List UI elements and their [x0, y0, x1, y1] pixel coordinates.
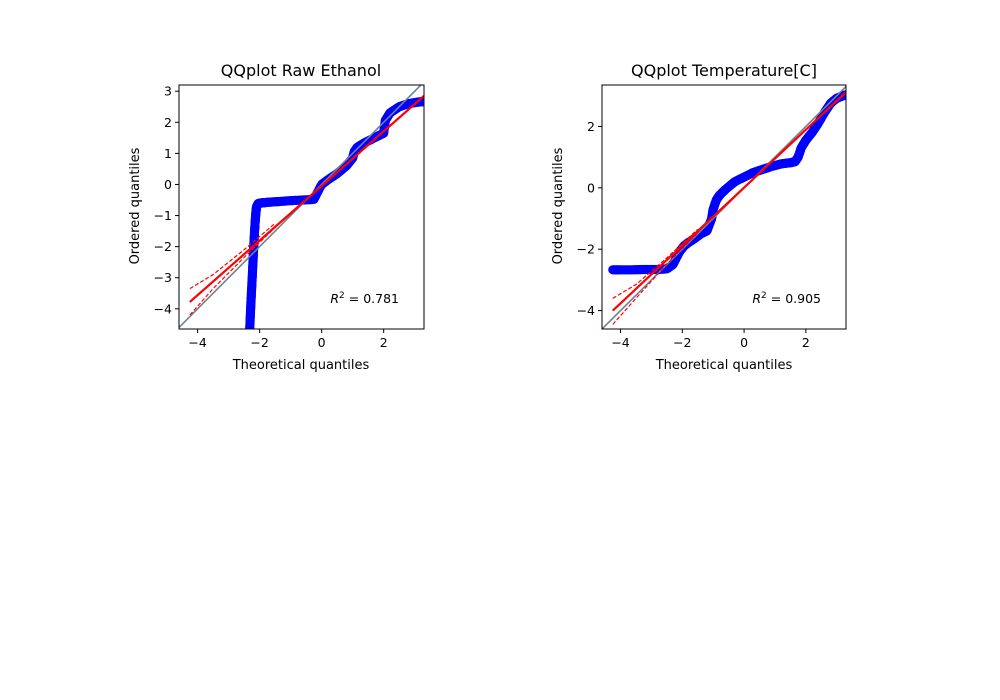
y-axis-label: Ordered quantiles: [551, 147, 566, 264]
y-tick-label: −2: [577, 242, 595, 257]
confidence-band-upper: [189, 222, 276, 290]
plot-area: −4 −2 0 2 −4 −2 0 2 R2 = 0.905: [577, 84, 847, 350]
y-tick-label: 2: [587, 119, 595, 134]
confidence-band-upper: [612, 228, 699, 299]
plot-content: [602, 85, 846, 329]
r-squared-annotation: R2 = 0.781: [330, 291, 399, 306]
fit-line: [189, 95, 424, 303]
axes-frame: [601, 84, 847, 330]
x-tick-label: 0: [740, 335, 748, 350]
qqplot-panel-raw-ethanol: QQplot Raw Ethanol −4 −2 0 2 −4 −3 −2 −1 0 1 2 3 R2 …: [128, 61, 425, 373]
axes-frame: [178, 84, 425, 330]
fit-line: [612, 91, 846, 312]
x-tick-label: −2: [673, 335, 691, 350]
plot-content: [179, 85, 424, 329]
y-tick-label: 0: [164, 177, 172, 192]
confidence-band-lower: [189, 226, 276, 316]
x-tick-label: 2: [802, 335, 810, 350]
y-tick-label: −1: [154, 208, 172, 223]
chart-title: QQplot Temperature[C]: [631, 61, 817, 80]
y-tick-label: 3: [164, 84, 172, 99]
plot-area: −4 −2 0 2 −4 −3 −2 −1 0 1 2 3 R2 = 0.781: [154, 84, 425, 350]
y-tick-label: −4: [577, 303, 595, 318]
y-axis-label: Ordered quantiles: [128, 147, 143, 264]
x-axis-label: Theoretical quantiles: [655, 358, 793, 373]
confidence-band-lower: [612, 232, 699, 325]
y-tick-label: 0: [587, 180, 595, 195]
y-tick-label: 2: [164, 115, 172, 130]
y-tick-label: −3: [154, 270, 172, 285]
x-tick-label: 0: [318, 335, 326, 350]
x-tick-label: 2: [380, 335, 388, 350]
x-axis-label: Theoretical quantiles: [232, 358, 370, 373]
y-tick-label: −4: [154, 301, 172, 316]
x-tick-label: −4: [188, 335, 206, 350]
x-tick-label: −4: [611, 335, 629, 350]
r-squared-annotation: R2 = 0.905: [752, 291, 821, 306]
x-tick-label: −2: [250, 335, 268, 350]
y-tick-label: −2: [154, 239, 172, 254]
y-tick-label: 1: [164, 146, 172, 161]
qq-points: [608, 90, 846, 275]
chart-title: QQplot Raw Ethanol: [221, 61, 381, 80]
qqplot-panel-temperature: QQplot Temperature[C] −4 −2 0 2 −4 −2 0 2 R2 = 0…: [551, 61, 847, 373]
